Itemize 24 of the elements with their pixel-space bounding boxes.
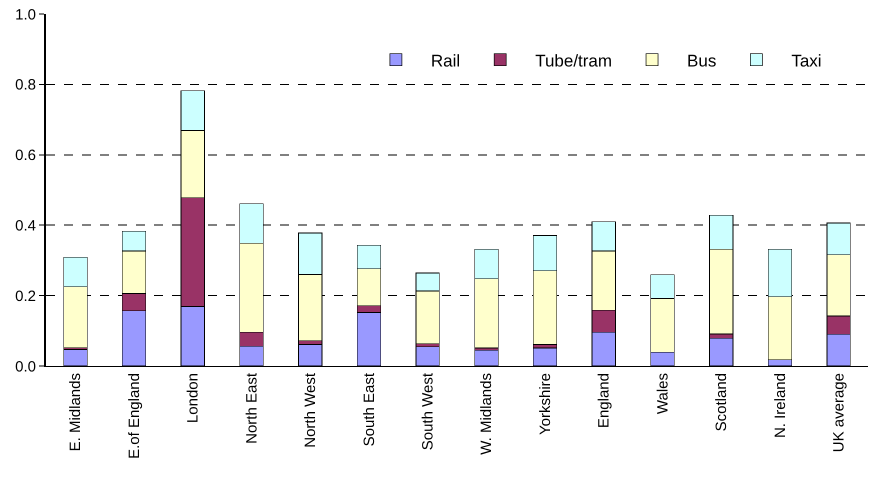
y-tick-label: 0.6 <box>15 147 36 164</box>
x-tick-label: E. Midlands <box>67 373 84 452</box>
legend-label: Bus <box>687 51 716 70</box>
x-tick-label: W. Midlands <box>478 373 496 455</box>
y-tick-label: 1.0 <box>15 6 36 24</box>
x-tick-label: London <box>184 373 202 424</box>
x-tick-label: North West <box>302 372 320 448</box>
x-tick-label: North East <box>243 372 260 444</box>
x-tick-label: Wales <box>654 373 672 414</box>
x-tick-label: N. Ireland <box>772 373 789 438</box>
legend-label: Tube/tram <box>535 51 612 70</box>
x-tick-label: South West <box>420 372 437 450</box>
x-tick-label: South East <box>360 372 378 446</box>
x-tick-label: Yorkshire <box>536 373 554 435</box>
y-tick-label: 0.8 <box>15 76 36 94</box>
y-tick-label: 0.4 <box>15 217 36 234</box>
y-tick-label: 0.0 <box>15 358 36 376</box>
legend-label: Taxi <box>791 51 822 70</box>
x-tick-label: England <box>596 373 613 428</box>
x-tick-label: E.of England <box>126 373 143 459</box>
x-tick-label: UK average <box>830 373 848 452</box>
x-tick-label: Scotland <box>713 373 730 432</box>
y-tick-label: 0.2 <box>15 288 36 305</box>
legend-label: Rail <box>430 51 460 70</box>
